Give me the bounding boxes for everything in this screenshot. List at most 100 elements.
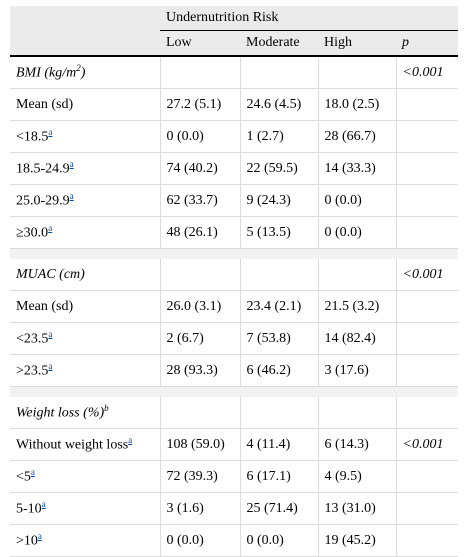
row-label-text: <23.5 [16,331,49,347]
value-cell-low: 0 (0.0) [160,524,241,557]
footnote-marker: a [31,467,35,477]
empty-cell [240,259,319,291]
section-label-text: Weight loss (%) [16,405,105,421]
section-label-end: ) [80,65,86,81]
group-header: Undernutrition Risk [160,6,459,31]
table-row: <5a 72 (39.3) 6 (17.1) 4 (9.5) [10,460,459,493]
footnote-link[interactable]: a [48,361,53,372]
section-p-value: <0.001 [396,259,459,291]
row-p-value [396,460,459,493]
table-row: Mean (sd) 27.2 (5.1) 24.6 (4.5) 18.0 (2.5) [10,88,459,121]
footnote-marker: a [48,361,52,371]
section-p-value: <0.001 [396,56,459,89]
table-row: >23.5a 28 (93.3) 6 (46.2) 3 (17.6) [10,354,459,387]
section-label: BMI (kg/m2) [10,56,161,89]
footnote-marker: a [48,127,52,137]
row-p-value [396,216,459,249]
row-p-value [396,354,459,387]
header-empty-cell [10,30,160,57]
value-cell-low: 0 (0.0) [160,120,241,153]
value-cell-low: 28 (93.3) [160,354,241,387]
footnote-link[interactable]: a [48,127,53,138]
empty-cell [160,397,241,429]
value-cell-low: 74 (40.2) [160,152,241,185]
table-row: >10a 0 (0.0) 0 (0.0) 19 (45.2) [10,524,459,557]
footnote-link[interactable]: a [69,159,74,170]
value-cell-moderate: 23.4 (2.1) [240,290,319,323]
row-label-text: 18.5-24.9 [16,161,70,177]
section-label-text: BMI (kg/m [16,65,77,81]
row-label-text: Without weight loss [16,437,129,453]
row-p-value [396,492,459,525]
value-cell-high: 14 (33.3) [318,152,397,185]
value-cell-moderate: 0 (0.0) [240,524,319,557]
footnote-marker: a [70,159,74,169]
value-cell-moderate: 25 (71.4) [240,492,319,525]
table-row: ≥30.0a 48 (26.1) 5 (13.5) 0 (0.0) [10,216,459,249]
table-row: <23.5a 2 (6.7) 7 (53.8) 14 (82.4) [10,322,459,355]
value-cell-high: 21.5 (3.2) [318,290,397,323]
row-label-text: 25.0-29.9 [16,193,70,209]
row-label: Without weight lossa [10,428,161,461]
row-label: >23.5a [10,354,161,387]
empty-cell [160,259,241,291]
table-row: 5-10a 3 (1.6) 25 (71.4) 13 (31.0) [10,492,459,525]
footnote-marker: a [70,191,74,201]
value-cell-high: 28 (66.7) [318,120,397,153]
value-cell-high: 6 (14.3) [318,428,397,461]
footnote-link[interactable]: a [128,435,133,446]
footnote-link[interactable]: a [69,191,74,202]
footnote-link[interactable]: a [48,329,53,340]
value-cell-moderate: 9 (24.3) [240,184,319,217]
row-label: <23.5a [10,322,161,355]
value-cell-high: 18.0 (2.5) [318,88,397,121]
row-p-value [396,88,459,121]
empty-cell [318,56,397,89]
section-label-text: MUAC (cm) [16,266,85,282]
row-label: Mean (sd) [10,290,161,323]
section-label: MUAC (cm) [10,259,161,291]
empty-cell [318,397,397,429]
footnote-marker: a [48,223,52,233]
section-label-superscript: 2 [76,63,81,74]
footnote-marker: a [38,531,42,541]
value-cell-moderate: 7 (53.8) [240,322,319,355]
section-p-value [396,397,459,429]
table-row: 25.0-29.9a 62 (33.7) 9 (24.3) 0 (0.0) [10,184,459,217]
table-row: Mean (sd) 26.0 (3.1) 23.4 (2.1) 21.5 (3.2) [10,290,459,323]
row-label: >10a [10,524,161,557]
value-cell-high: 14 (82.4) [318,322,397,355]
section-header-row: Weight loss (%)b [10,397,459,429]
empty-cell [240,56,319,89]
footnote-link[interactable]: a [41,499,46,510]
spacer-cell [10,248,459,259]
footnote-link[interactable]: a [48,223,53,234]
footnote-link[interactable]: a [37,531,42,542]
value-cell-high: 19 (45.2) [318,524,397,557]
empty-cell [240,397,319,429]
row-p-value: <0.001 [396,428,459,461]
table-row: <18.5a 0 (0.0) 1 (2.7) 28 (66.7) [10,120,459,153]
row-label: 5-10a [10,492,161,525]
section-label-superscript: b [104,403,109,414]
row-p-value [396,152,459,185]
row-label: Mean (sd) [10,88,161,121]
row-p-value [396,322,459,355]
row-label: 25.0-29.9a [10,184,161,217]
row-p-value [396,120,459,153]
row-label-text: <5 [16,469,31,485]
section-spacer [10,386,459,397]
value-cell-high: 3 (17.6) [318,354,397,387]
row-label-text: ≥30.0 [16,225,49,241]
row-label: ≥30.0a [10,216,161,249]
value-cell-moderate: 24.6 (4.5) [240,88,319,121]
footnote-marker: a [128,435,132,445]
empty-cell [318,259,397,291]
value-cell-low: 27.2 (5.1) [160,88,241,121]
header-empty-cell [10,6,160,31]
undernutrition-risk-table: Undernutrition Risk Low Moderate High p … [10,6,459,557]
value-cell-low: 108 (59.0) [160,428,241,461]
footnote-link[interactable]: a [30,467,35,478]
section-spacer [10,248,459,259]
value-cell-moderate: 1 (2.7) [240,120,319,153]
